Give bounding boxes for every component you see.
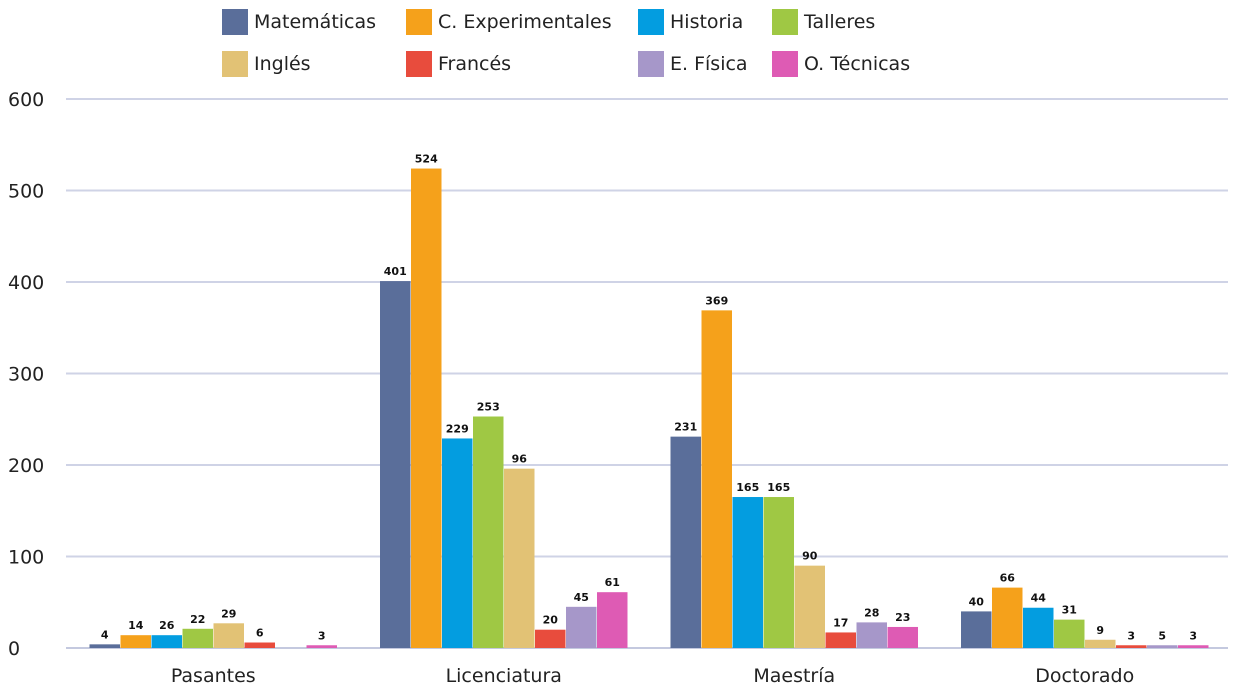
bar-historia-maestría bbox=[732, 497, 763, 648]
bar-talleres-maestría bbox=[763, 497, 794, 648]
data-label: 3 bbox=[1127, 629, 1135, 642]
bar-o-técnicas-doctorado bbox=[1178, 645, 1209, 648]
data-label: 524 bbox=[415, 153, 438, 166]
x-tick-label: Licenciatura bbox=[446, 665, 562, 687]
bar-o-técnicas-maestría bbox=[887, 626, 918, 648]
data-label: 165 bbox=[767, 481, 790, 494]
legend-item: Talleres bbox=[772, 8, 875, 36]
bar-inglés-licenciatura bbox=[504, 468, 535, 648]
bar-matemáticas-maestría bbox=[670, 436, 701, 648]
data-label: 14 bbox=[128, 619, 144, 632]
y-tick-label: 100 bbox=[8, 547, 44, 569]
x-tick-label: Doctorado bbox=[1035, 665, 1134, 687]
data-label: 40 bbox=[969, 595, 985, 608]
legend-swatch bbox=[772, 9, 798, 35]
y-tick-label: 200 bbox=[8, 455, 44, 477]
y-tick-label: 600 bbox=[8, 89, 44, 111]
bar-francés-licenciatura bbox=[535, 629, 566, 648]
bar-e-física-licenciatura bbox=[566, 606, 597, 648]
data-label: 28 bbox=[864, 606, 879, 619]
bar-historia-doctorado bbox=[1023, 607, 1054, 648]
bar-o-técnicas-pasantes bbox=[306, 645, 337, 648]
bar-inglés-maestría bbox=[794, 565, 825, 648]
data-label: 96 bbox=[512, 453, 528, 466]
legend-swatch bbox=[406, 51, 432, 77]
y-tick-label: 0 bbox=[8, 638, 20, 660]
data-label: 253 bbox=[477, 401, 500, 414]
bar-talleres-licenciatura bbox=[473, 416, 504, 648]
legend-swatch bbox=[222, 51, 248, 77]
legend-swatch bbox=[638, 51, 664, 77]
bar-francés-pasantes bbox=[244, 642, 275, 648]
data-label: 5 bbox=[1158, 629, 1166, 642]
y-tick-label: 500 bbox=[8, 181, 44, 203]
data-label: 9 bbox=[1096, 624, 1104, 637]
bar-e-física-maestría bbox=[856, 622, 887, 648]
bar-matemáticas-licenciatura bbox=[380, 281, 411, 648]
data-label: 3 bbox=[318, 629, 326, 642]
bar-francés-maestría bbox=[825, 632, 856, 648]
legend-item: Inglés bbox=[222, 50, 311, 78]
legend-label: Historia bbox=[670, 11, 744, 33]
legend-label: E. Física bbox=[670, 53, 748, 75]
data-label: 4 bbox=[101, 628, 109, 641]
x-tick-label: Pasantes bbox=[171, 665, 256, 687]
legend-label: Francés bbox=[438, 53, 512, 75]
legend-item: Matemáticas bbox=[222, 8, 376, 36]
data-label: 229 bbox=[446, 422, 469, 435]
data-label: 29 bbox=[221, 607, 236, 620]
legend-item: Historia bbox=[638, 8, 743, 36]
bar-c-experimentales-doctorado bbox=[992, 587, 1023, 648]
data-label: 66 bbox=[1000, 572, 1016, 585]
data-label: 61 bbox=[605, 576, 620, 589]
y-tick-label: 300 bbox=[8, 364, 44, 386]
data-label: 44 bbox=[1031, 592, 1047, 605]
legend-swatch bbox=[222, 9, 248, 35]
bar-inglés-pasantes bbox=[213, 623, 244, 648]
data-label: 22 bbox=[190, 613, 205, 626]
data-label: 3 bbox=[1189, 629, 1197, 642]
legend-item: Francés bbox=[406, 50, 511, 78]
bar-c-experimentales-maestría bbox=[701, 310, 732, 648]
legend-label: Talleres bbox=[804, 11, 876, 33]
data-label: 401 bbox=[384, 265, 407, 278]
bar-talleres-doctorado bbox=[1054, 619, 1085, 648]
data-label: 6 bbox=[256, 627, 264, 640]
data-label: 17 bbox=[833, 616, 848, 629]
bar-historia-pasantes bbox=[151, 635, 182, 648]
bar-matemáticas-pasantes bbox=[89, 644, 120, 648]
data-label: 231 bbox=[674, 421, 697, 434]
legend-item: E. Física bbox=[638, 50, 748, 78]
legend-swatch bbox=[772, 51, 798, 77]
bar-c-experimentales-licenciatura bbox=[411, 168, 442, 649]
legend-item: O. Técnicas bbox=[772, 50, 910, 78]
legend-swatch bbox=[638, 9, 664, 35]
data-label: 20 bbox=[543, 614, 559, 627]
bar-matemáticas-doctorado bbox=[961, 611, 992, 648]
bar-talleres-pasantes bbox=[182, 628, 213, 648]
bar-e-física-doctorado bbox=[1147, 645, 1178, 648]
bar-inglés-doctorado bbox=[1085, 639, 1116, 648]
x-tick-label: Maestría bbox=[753, 665, 835, 687]
data-label: 369 bbox=[705, 294, 728, 307]
legend-item: C. Experimentales bbox=[406, 8, 612, 36]
data-label: 45 bbox=[574, 591, 589, 604]
bar-c-experimentales-pasantes bbox=[120, 635, 151, 648]
legend-swatch bbox=[406, 9, 432, 35]
bar-francés-doctorado bbox=[1116, 645, 1147, 648]
data-label: 26 bbox=[159, 619, 175, 632]
data-label: 31 bbox=[1062, 604, 1077, 617]
legend-label: Inglés bbox=[254, 53, 311, 75]
data-label: 90 bbox=[802, 550, 818, 563]
legend-label: O. Técnicas bbox=[804, 53, 911, 75]
bar-o-técnicas-licenciatura bbox=[597, 592, 628, 648]
legend-label: C. Experimentales bbox=[438, 11, 612, 33]
y-tick-label: 400 bbox=[8, 272, 44, 294]
data-label: 165 bbox=[736, 481, 759, 494]
data-label: 23 bbox=[895, 611, 910, 624]
bar-historia-licenciatura bbox=[442, 438, 473, 648]
legend-label: Matemáticas bbox=[254, 11, 377, 33]
